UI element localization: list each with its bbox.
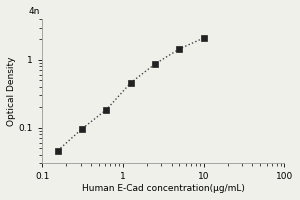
X-axis label: Human E-Cad concentration(μg/mL): Human E-Cad concentration(μg/mL) <box>82 184 245 193</box>
Text: 4n: 4n <box>28 7 40 16</box>
Y-axis label: Optical Density: Optical Density <box>7 56 16 126</box>
